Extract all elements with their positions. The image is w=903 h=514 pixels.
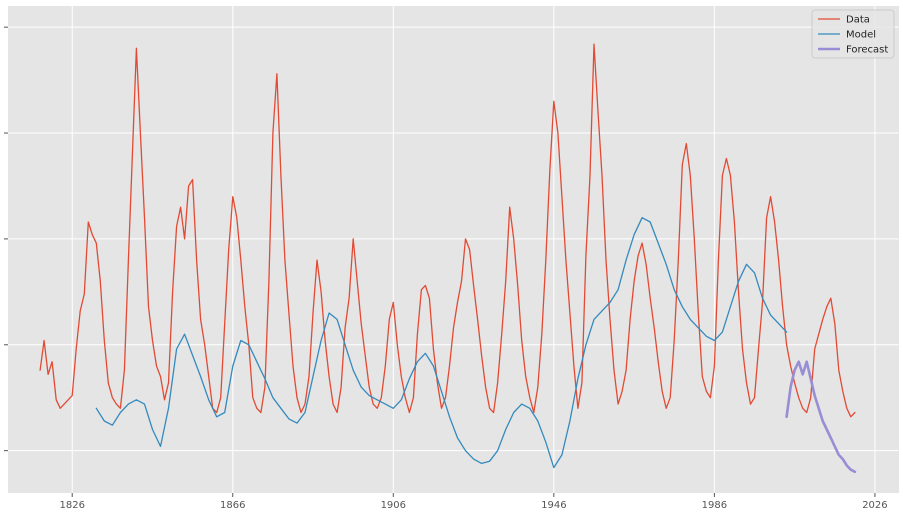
legend: Data Model Forecast [811,9,895,59]
legend-label-forecast: Forecast [846,45,888,56]
x-tick-label: 1826 [59,500,84,511]
plot-area [8,6,899,493]
x-tick-label: 1986 [702,500,727,511]
series-line-data [39,43,856,418]
x-tick-label: 1946 [541,500,566,511]
x-tick-label: 1866 [220,500,245,511]
legend-label-model: Model [846,30,876,41]
x-tick-label: 1906 [381,500,406,511]
series-line-forecast [785,360,857,474]
legend-box [811,9,895,59]
series-line-model [95,217,788,469]
legend-label-data: Data [846,15,870,26]
series-lines [39,43,857,474]
axis-ticks: 1826 1866 1906 1946 1986 2026 [4,26,888,511]
x-tick-label: 2026 [862,500,887,511]
grid-lines [8,6,899,493]
